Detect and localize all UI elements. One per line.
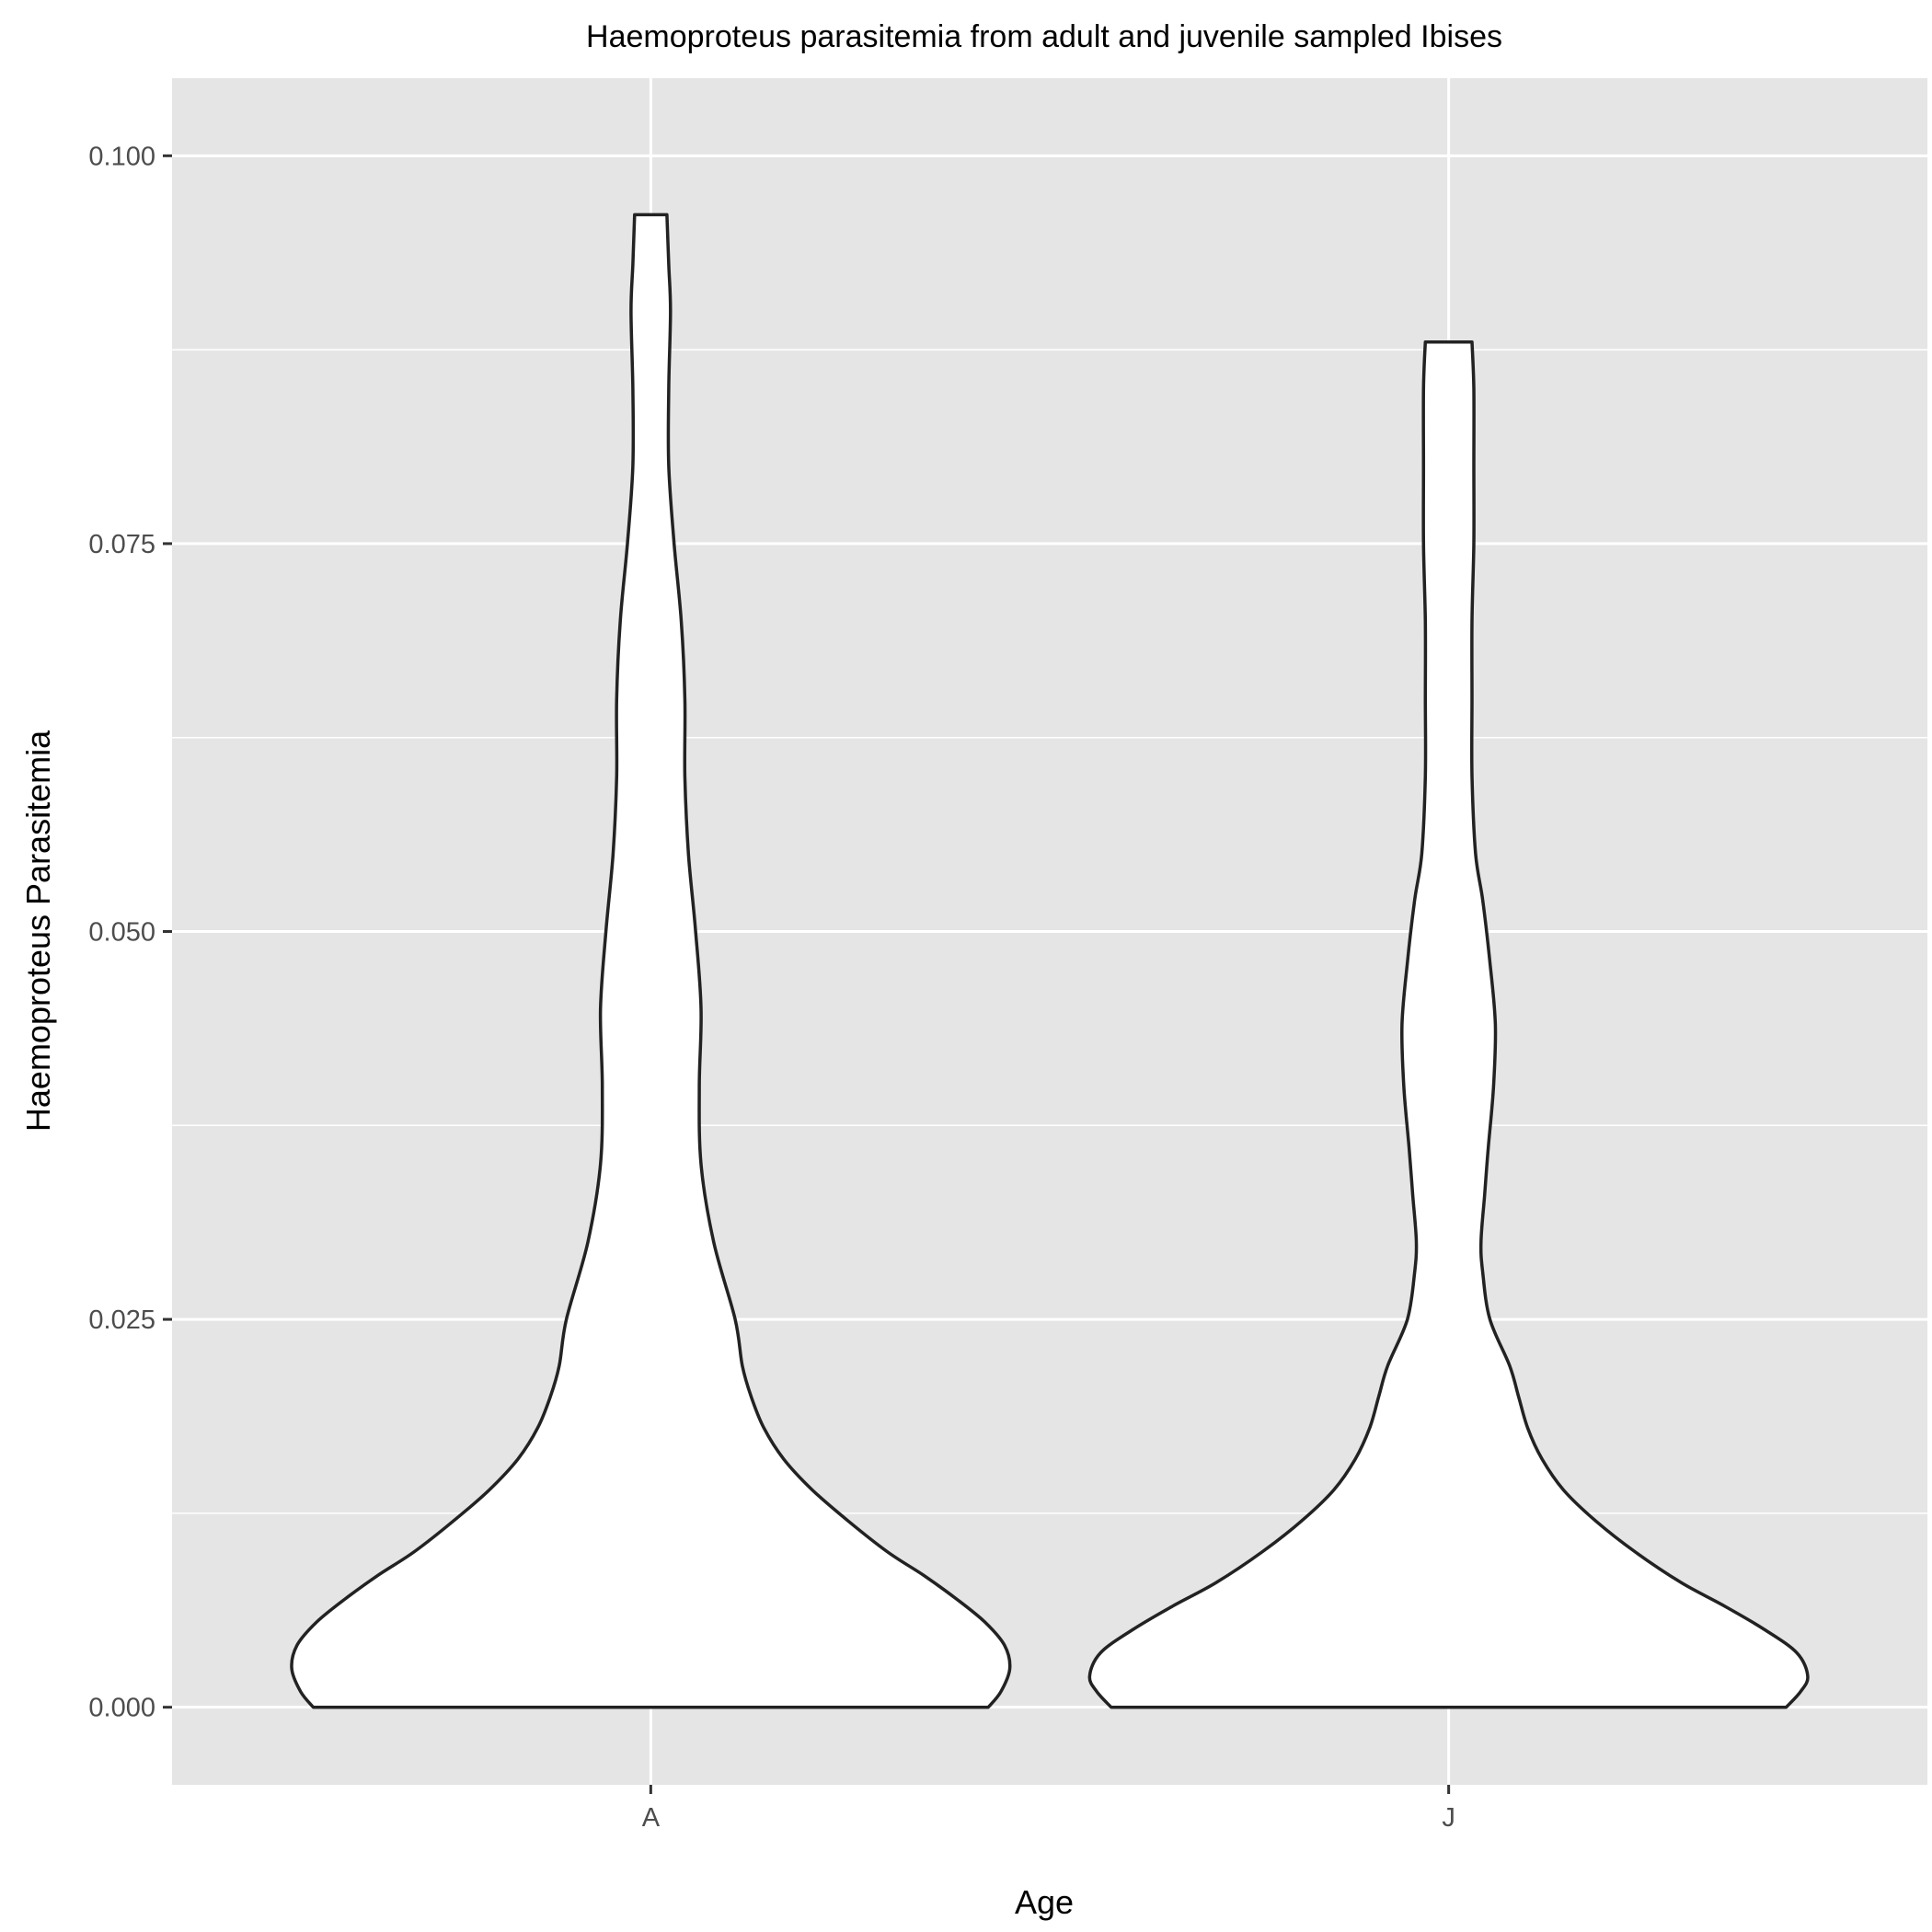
y-axis: 0.000 0.025 0.050 0.075 0.100	[88, 142, 172, 1723]
y-tick-label-2: 0.050	[88, 918, 155, 948]
violin-A	[290, 213, 1012, 1709]
x-axis-title: Age	[1015, 1883, 1074, 1921]
violins	[290, 213, 1810, 1709]
y-tick-label-3: 0.075	[88, 530, 155, 559]
y-tick-label-1: 0.025	[88, 1305, 155, 1335]
x-tick-label-J: J	[1442, 1803, 1455, 1833]
x-tick-label-A: A	[642, 1803, 661, 1833]
chart-title: Haemoproteus parasitemia from adult and …	[586, 19, 1502, 54]
y-tick-label-0: 0.000	[88, 1694, 155, 1723]
y-axis-title: Haemoproteus Parasitemia	[19, 730, 57, 1132]
y-tick-label-4: 0.100	[88, 142, 155, 171]
violin-J	[1087, 339, 1810, 1709]
